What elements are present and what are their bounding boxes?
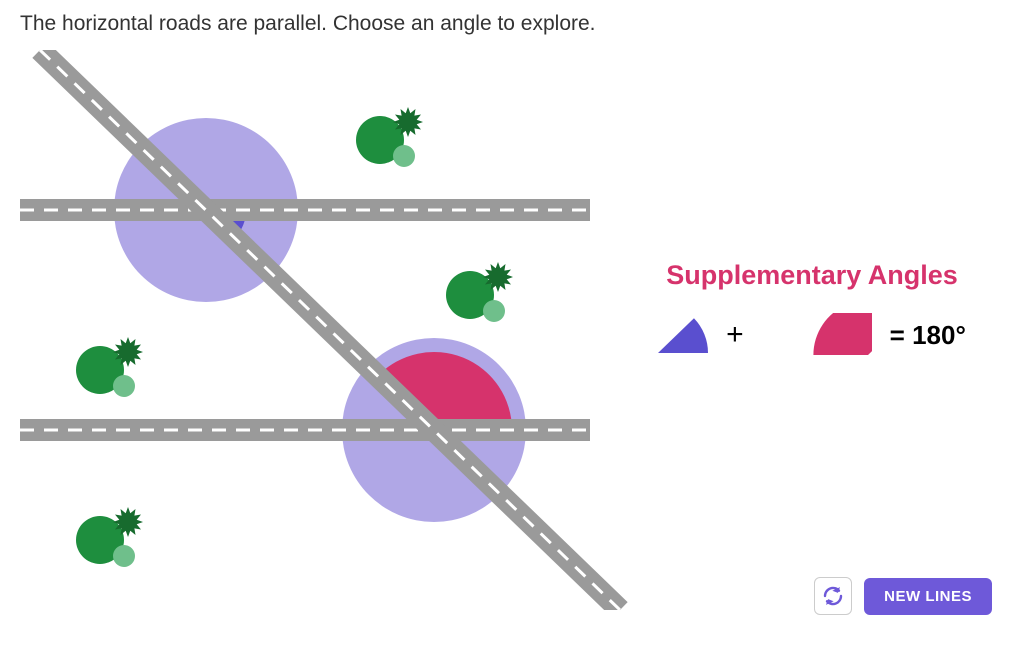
pink-angle-icon — [762, 313, 872, 357]
roads-scene[interactable] — [0, 50, 630, 610]
info-title: Supplementary Angles — [632, 260, 992, 291]
equals-result: = 180° — [890, 320, 966, 351]
tree-cluster-2 — [76, 337, 143, 397]
angle-equation: + = 180° — [632, 313, 992, 357]
new-lines-button[interactable]: NEW LINES — [864, 578, 992, 615]
tree-cluster-3 — [76, 507, 143, 567]
info-panel: Supplementary Angles + = 180° — [632, 260, 992, 357]
controls-bar: NEW LINES — [814, 577, 992, 615]
plus-sign: + — [726, 318, 744, 352]
refresh-button[interactable] — [814, 577, 852, 615]
tree-cluster-0 — [356, 107, 423, 167]
blue-angle-icon — [658, 315, 708, 355]
instruction-text: The horizontal roads are parallel. Choos… — [20, 12, 596, 36]
refresh-icon — [821, 584, 845, 608]
tree-cluster-1 — [446, 262, 513, 322]
